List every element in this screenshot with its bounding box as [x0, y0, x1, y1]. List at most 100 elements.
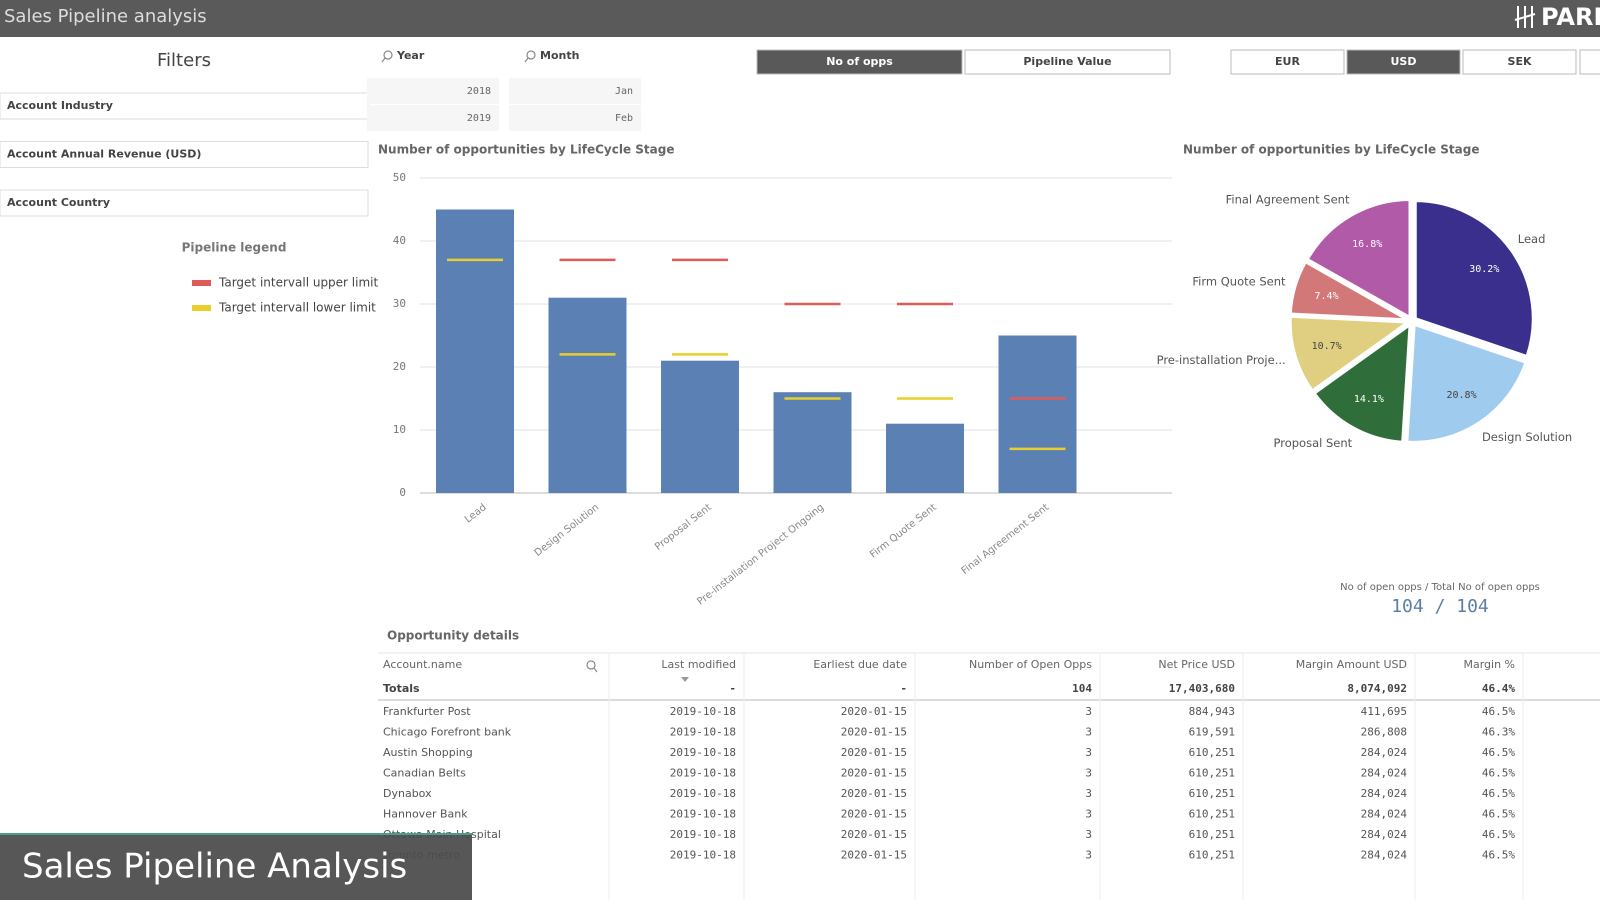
- table-cell: 884,943: [1189, 705, 1235, 718]
- legend-swatch: [192, 280, 211, 286]
- filter-value-row[interactable]: [367, 105, 499, 131]
- y-tick-label: 50: [393, 171, 406, 184]
- table-cell: 3: [1085, 828, 1092, 841]
- table-cell: 46.5%: [1482, 808, 1515, 821]
- table-cell: 2020-01-15: [841, 808, 907, 821]
- column-header: Number of Open Opps: [969, 658, 1092, 671]
- filter-label: Account Industry: [7, 99, 113, 112]
- pie-slice: [1305, 198, 1412, 321]
- table-cell: 2019-10-18: [670, 705, 736, 718]
- legend-label: Target intervall lower limit: [218, 301, 376, 315]
- table-cell: Hannover Bank: [383, 808, 468, 821]
- pie-value-label: 14.1%: [1354, 394, 1384, 405]
- x-tick-label: Design Solution: [533, 502, 602, 559]
- table-cell: 610,251: [1189, 828, 1235, 841]
- table-cell: 610,251: [1189, 787, 1235, 800]
- table-cell: 2019-10-18: [670, 787, 736, 800]
- table-cell: 2020-01-15: [841, 767, 907, 780]
- table-cell: 284,024: [1361, 767, 1408, 780]
- table-cell: 46.5%: [1482, 787, 1515, 800]
- table-cell: 411,695: [1361, 705, 1407, 718]
- filter-pane-label: Month: [540, 49, 579, 62]
- table-cell: 2019-10-18: [670, 828, 736, 841]
- toggle-button[interactable]: [1579, 49, 1600, 75]
- filter-value-row[interactable]: [367, 78, 499, 104]
- pie-category-label: Lead: [1518, 232, 1546, 246]
- y-tick-label: 40: [393, 234, 406, 247]
- filter-value-row[interactable]: [509, 78, 641, 104]
- filter-box[interactable]: [0, 189, 369, 217]
- table-cell: 284,024: [1361, 808, 1408, 821]
- toggle-button-label: Pipeline Value: [1023, 55, 1111, 68]
- table-cell: 286,808: [1361, 726, 1407, 739]
- column-header: Margin %: [1463, 658, 1515, 671]
- search-icon: [381, 50, 598, 673]
- y-tick-label: 0: [399, 486, 406, 499]
- table-cell: 2020-01-15: [841, 787, 907, 800]
- kpi-value: 104 / 104: [1391, 596, 1489, 617]
- table-cell: 46.5%: [1482, 705, 1515, 718]
- table-cell: 2020-01-15: [841, 746, 907, 759]
- totals-cell: 17,403,680: [1169, 682, 1235, 695]
- totals-cell: -: [900, 682, 907, 695]
- y-tick-label: 10: [393, 423, 406, 436]
- filter-label: Account Annual Revenue (USD): [7, 148, 201, 161]
- table-cell: 610,251: [1189, 808, 1235, 821]
- table-cell: 46.5%: [1482, 849, 1515, 862]
- toggle-button[interactable]: [1230, 49, 1345, 75]
- table-cell: 2019-10-18: [670, 767, 736, 780]
- filter-box[interactable]: [0, 141, 369, 168]
- filter-value-row[interactable]: [509, 105, 641, 131]
- table-cell: 2020-01-15: [841, 726, 907, 739]
- filter-value: 2019: [467, 113, 491, 124]
- filter-box[interactable]: [0, 92, 369, 120]
- column-header: Earliest due date: [813, 658, 907, 671]
- table-cell: 2019-10-18: [670, 746, 736, 759]
- table-cell: 2019-10-18: [670, 808, 736, 821]
- chart-title: Number of opportunities by LifeCycle Sta…: [378, 143, 674, 157]
- table-cell: 3: [1085, 767, 1092, 780]
- table-cell: 46.5%: [1482, 767, 1515, 780]
- toggle-button[interactable]: [964, 49, 1171, 75]
- toggle-button[interactable]: [756, 49, 963, 75]
- x-tick-label: Proposal Sent: [653, 502, 714, 553]
- table-cell: 284,024: [1361, 828, 1408, 841]
- table-cell: Frankfurter Post: [383, 705, 471, 718]
- filter-value: 2018: [467, 86, 491, 97]
- table-cell: 46.5%: [1482, 746, 1515, 759]
- toggle-button[interactable]: [1462, 49, 1577, 75]
- bar: [661, 360, 739, 493]
- pie-slice: [1405, 322, 1528, 444]
- pie-category-label: Proposal Sent: [1274, 436, 1353, 450]
- kpi-label: No of open opps / Total No of open opps: [1340, 582, 1540, 593]
- totals-cell: 8,074,092: [1347, 682, 1407, 695]
- pie-slice: [1312, 321, 1412, 444]
- totals-cell: 46.4%: [1482, 682, 1515, 695]
- toggle-button[interactable]: [1346, 49, 1461, 75]
- pie-value-label: 10.7%: [1312, 341, 1342, 352]
- filter-pane-label: Year: [396, 49, 425, 62]
- bar: [548, 297, 627, 493]
- filter-value: Feb: [615, 113, 633, 124]
- legend-swatch: [192, 305, 211, 311]
- x-tick-label: Lead: [463, 502, 489, 525]
- totals-cell: -: [729, 682, 736, 695]
- column-header: Last modified: [661, 658, 736, 671]
- banner: [0, 834, 472, 900]
- pie-slice: [1413, 199, 1535, 359]
- bar: [436, 209, 514, 493]
- table-cell: 284,024: [1361, 849, 1408, 862]
- table-cell: 284,024: [1361, 746, 1408, 759]
- column-header: Margin Amount USD: [1296, 658, 1407, 671]
- table-cell: 3: [1085, 808, 1092, 821]
- toggle-button-label: No of opps: [826, 55, 893, 68]
- header-title: Sales Pipeline analysis: [4, 6, 207, 27]
- pie-value-label: 7.4%: [1315, 291, 1339, 302]
- filters-title: Filters: [157, 50, 211, 71]
- x-tick-label: Firm Quote Sent: [868, 502, 939, 561]
- toggle-button-label: SEK: [1508, 55, 1532, 68]
- legend-title: Pipeline legend: [182, 241, 287, 255]
- pie-value-label: 16.8%: [1352, 239, 1382, 250]
- sort-indicator: [681, 677, 689, 682]
- column-header: Account.name: [383, 658, 462, 671]
